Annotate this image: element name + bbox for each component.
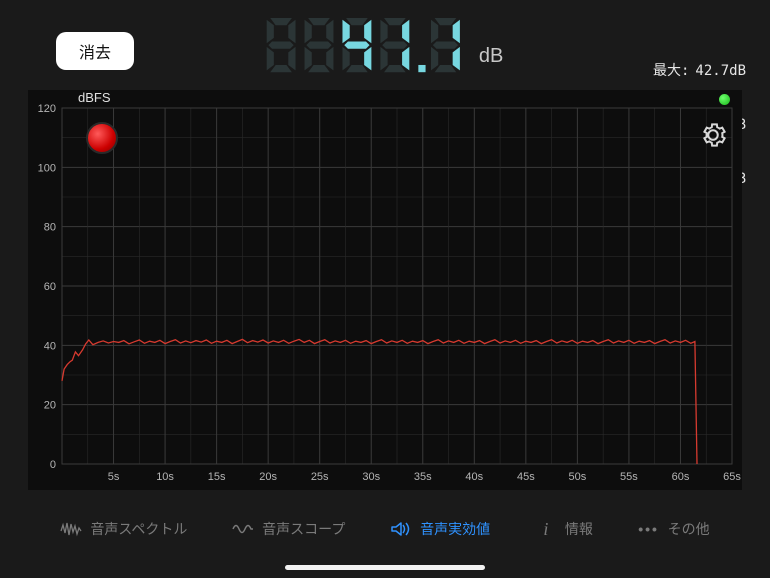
clear-button-label: 消去 [79,39,111,63]
db-reading: dB [267,18,504,74]
info-icon: i [535,521,557,537]
svg-text:25s: 25s [311,471,329,483]
svg-text:60: 60 [44,281,56,293]
svg-text:20: 20 [44,400,56,412]
speaker-icon [390,521,412,537]
stat-max-label: 最大: [649,62,689,80]
svg-text:100: 100 [38,162,56,174]
svg-text:5s: 5s [108,471,120,483]
svg-text:55s: 55s [620,471,638,483]
tab-scope[interactable]: 音声スコープ [232,519,345,539]
db-unit-label: dB [479,45,503,68]
svg-text:120: 120 [38,104,56,115]
tab-rms[interactable]: 音声実効値 [390,519,490,539]
svg-text:80: 80 [44,222,56,234]
svg-text:20s: 20s [259,471,277,483]
tab-spectrum-label: 音声スペクトル [90,519,187,539]
svg-text:40: 40 [44,340,56,352]
tab-scope-label: 音声スコープ [262,519,345,539]
svg-text:15s: 15s [208,471,226,483]
svg-text:40s: 40s [465,471,483,483]
tab-rms-label: 音声実効値 [420,519,490,539]
clear-button[interactable]: 消去 [56,32,134,70]
y-axis-unit-label: dBFS [78,90,111,105]
home-indicator[interactable] [285,565,485,570]
waveform-chart: 0 20 40 60 80 100 120 5s 10s 15s 20s 25s 30s 35s 40s 45… [28,104,742,490]
svg-text:50s: 50s [569,471,587,483]
tab-info-label: 情報 [565,519,593,539]
top-bar: 消去 dB 最大: 42.7dB 平均: 40.7dB 最小: 26.5dB [0,0,770,90]
svg-text:35s: 35s [414,471,432,483]
chart-area: dBFS 0 20 40 60 80 100 120 5s 10s 15s 20s 25s 30s 35s… [28,90,742,490]
tab-more-label: その他 [668,519,710,539]
spectrum-icon [60,521,82,537]
svg-text:60s: 60s [672,471,690,483]
svg-text:10s: 10s [156,471,174,483]
record-button[interactable] [86,122,118,154]
more-icon: ••• [638,521,660,537]
stat-max: 最大: 42.7dB [649,62,746,80]
tab-spectrum[interactable]: 音声スペクトル [60,519,187,539]
svg-text:65s: 65s [723,471,741,483]
bottom-tab-bar: 音声スペクトル 音声スコープ 音声実効値 i 情報 ••• その他 [0,506,770,552]
svg-text:30s: 30s [362,471,380,483]
tab-info[interactable]: i 情報 [535,519,593,539]
gear-icon [698,120,728,150]
svg-text:45s: 45s [517,471,535,483]
scope-icon [232,521,254,537]
db-reading-digits [267,18,469,74]
stat-max-value: 42.7dB [695,62,746,80]
tab-more[interactable]: ••• その他 [638,519,710,539]
settings-button[interactable] [698,120,728,150]
svg-text:0: 0 [50,459,56,471]
